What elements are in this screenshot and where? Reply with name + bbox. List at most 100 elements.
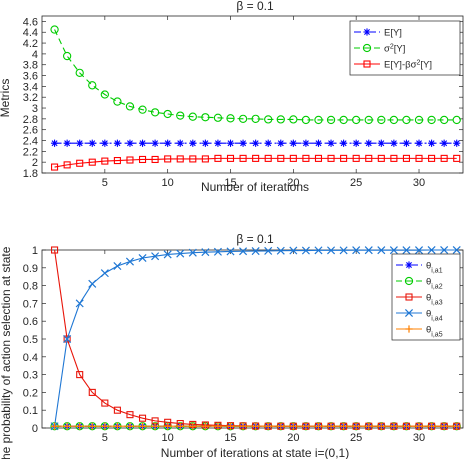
top-series-2-line — [54, 29, 457, 121]
bottom-legend-item: θi,a4 — [396, 309, 443, 322]
bottom-x-tick-label: 30 — [413, 432, 425, 444]
top-legend-label: E[Y] — [384, 28, 402, 39]
top-series-2-point — [439, 115, 449, 125]
top-series-1-point — [201, 139, 209, 147]
top-series-1-point — [453, 139, 461, 147]
top-series-2-point — [326, 115, 336, 125]
bottom-series-3-point — [88, 388, 96, 396]
bottom-series-5-point — [415, 422, 423, 430]
top-series-2-point — [377, 115, 386, 125]
top-series-2-point — [188, 112, 197, 121]
top-series-2-point — [150, 108, 160, 117]
top-series-1-point — [440, 139, 448, 147]
bottom-series-3-point — [126, 411, 134, 419]
top-series-3-point — [126, 156, 134, 164]
top-series-3-point — [415, 154, 423, 162]
bottom-series-4-point — [452, 245, 461, 255]
top-series-3-point — [453, 154, 461, 162]
bottom-legend-label: θi,a1 — [426, 261, 443, 275]
top-series-2-point — [352, 115, 361, 125]
top-legend-marker — [363, 60, 371, 68]
bottom-series-4-point — [301, 246, 310, 255]
bottom-series-3-point — [113, 406, 121, 414]
top-y-tick-label: 1.8 — [23, 168, 38, 180]
top-series-2-point — [427, 115, 436, 125]
bottom-x-tick-label: 10 — [162, 432, 174, 444]
bottom-series-4-point — [364, 246, 373, 255]
bottom-series-5-point — [50, 422, 59, 430]
top-chart-ylabel: Metrics — [0, 79, 12, 118]
bottom-series-4-point — [402, 246, 411, 255]
top-series-3-point — [264, 154, 272, 162]
top-series-3-point — [277, 154, 285, 162]
top-series-3-point — [138, 155, 147, 164]
bottom-series-5-point — [440, 422, 448, 430]
bottom-chart-title: β = 0.1 — [236, 232, 274, 246]
top-series-2-point — [50, 25, 59, 34]
top-series-2-point — [75, 68, 84, 77]
top-legend: E[Y] σ2[Y] E[Y]-βσ2[Y] — [349, 20, 461, 76]
bottom-series-5-point — [377, 422, 385, 430]
top-series-1-point — [138, 139, 147, 147]
top-series-2-point — [402, 115, 411, 125]
top-legend-item: σ2[Y] — [354, 43, 405, 55]
bottom-y-tick-label: 0.7 — [23, 298, 38, 310]
bottom-series-4-point — [427, 245, 436, 255]
bottom-legend-item: θi,a5 — [396, 325, 443, 338]
top-series-1-point — [314, 139, 323, 147]
bottom-series-5-point — [138, 422, 147, 430]
top-y-tick-label: 4.6 — [23, 16, 38, 28]
top-y-tick-label: 2.8 — [23, 114, 38, 126]
top-series-3-point — [76, 159, 84, 167]
top-legend-marker — [363, 28, 371, 36]
bottom-series-5-point — [352, 422, 360, 430]
top-x-tick-label: 25 — [350, 177, 362, 189]
bottom-series-4-point — [389, 246, 398, 255]
top-y-tick-label: 3.4 — [23, 81, 38, 93]
bottom-series-4-point — [63, 334, 72, 344]
top-series-3-point — [252, 154, 260, 162]
bottom-series-4-point — [151, 252, 160, 261]
bottom-series-4-point — [138, 253, 147, 263]
top-legend-marker — [362, 43, 372, 53]
bottom-series-4-point — [276, 246, 285, 255]
top-y-tick-label: 4 — [32, 49, 38, 61]
top-series-2-point — [264, 115, 273, 124]
bottom-series-5-point — [402, 422, 411, 430]
bottom-series-3-point — [101, 399, 109, 407]
top-series-2-point — [301, 115, 311, 125]
top-series-2-point — [138, 105, 147, 114]
top-series-3-point — [377, 154, 385, 162]
bottom-series-4-point — [226, 247, 235, 256]
top-series-1-point — [63, 139, 71, 147]
top-series-1-point — [289, 139, 297, 147]
bottom-series-4-point — [327, 246, 336, 255]
bottom-chart-ylabel: The probability of action selection at s… — [0, 246, 13, 459]
top-series-3-point — [164, 155, 172, 163]
top-y-tick-label: 3.2 — [23, 92, 38, 104]
bottom-series-4-point — [264, 246, 273, 255]
bottom-series-4-point — [113, 261, 122, 271]
bottom-series-4 — [50, 245, 461, 431]
top-series-3-line — [54, 157, 457, 168]
bottom-series-5-point — [302, 422, 310, 430]
bottom-legend-marker — [405, 261, 413, 269]
bottom-series-5-point — [176, 422, 184, 430]
top-series-3-point — [176, 155, 184, 163]
top-series-3-point — [151, 155, 159, 164]
top-series-1-point — [214, 139, 222, 147]
top-series-1-point — [176, 139, 184, 147]
top-y-tick-label: 3 — [32, 103, 38, 115]
top-series-1-point — [377, 139, 385, 147]
bottom-series-5 — [50, 422, 461, 430]
top-x-tick-label: 30 — [413, 177, 425, 189]
bottom-legend-marker — [405, 293, 413, 301]
top-series-3 — [51, 154, 461, 171]
bottom-legend-label: θi,a3 — [426, 293, 443, 307]
top-series-1-point — [427, 139, 436, 147]
top-series-1-point — [402, 139, 411, 147]
top-y-tick-label: 2.6 — [23, 125, 38, 137]
top-series-3-point — [201, 155, 209, 163]
bottom-series-5-point — [453, 422, 461, 430]
top-series-3-point — [428, 154, 436, 162]
